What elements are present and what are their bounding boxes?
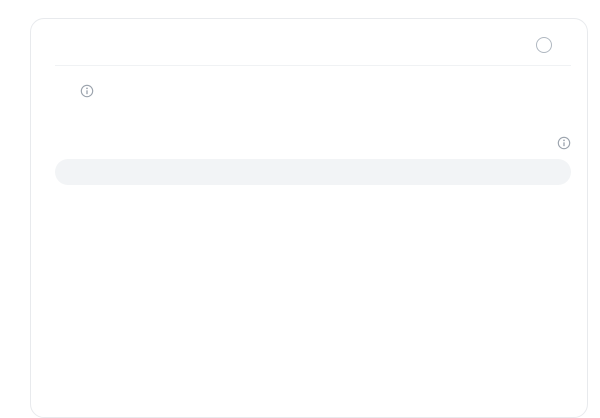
nxt-after-market-row [55,84,571,98]
chart-legend [55,121,571,131]
info-icon [557,136,571,150]
info-link[interactable] [553,136,571,150]
bottom-sheet-button[interactable] [55,159,571,185]
chart-footer [55,136,571,150]
header-divider [55,65,571,66]
add-watchlist-button[interactable] [536,37,557,53]
stock-card [30,18,588,418]
plus-circle-icon [536,37,552,53]
header-actions [536,37,571,53]
header [55,35,571,53]
info-icon[interactable] [80,84,94,98]
